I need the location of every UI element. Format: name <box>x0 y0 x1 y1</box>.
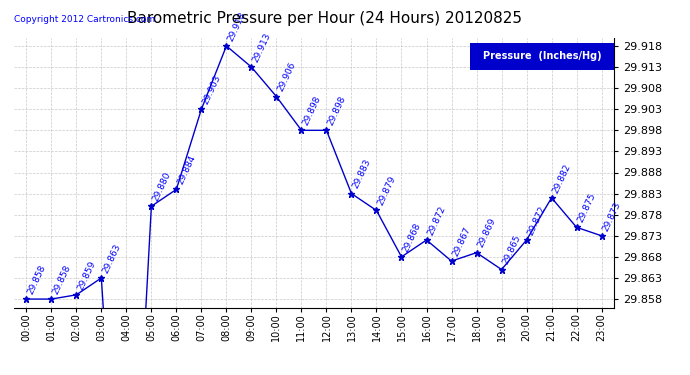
Text: 29.865: 29.865 <box>501 234 522 266</box>
Text: 29.869: 29.869 <box>475 217 497 249</box>
Text: 29.872: 29.872 <box>526 204 547 237</box>
Text: 29.898: 29.898 <box>301 94 322 127</box>
Text: 29.883: 29.883 <box>351 158 372 190</box>
Text: 29.884: 29.884 <box>175 154 197 186</box>
Text: 29.918: 29.918 <box>226 10 247 43</box>
Text: 29.875: 29.875 <box>575 192 598 224</box>
Text: 29.863: 29.863 <box>101 242 122 274</box>
Text: 29.867: 29.867 <box>451 225 472 258</box>
Text: Barometric Pressure per Hour (24 Hours) 20120825: Barometric Pressure per Hour (24 Hours) … <box>127 11 522 26</box>
Text: 29.880: 29.880 <box>150 171 172 203</box>
Text: 29.873: 29.873 <box>601 200 622 232</box>
Text: 29.872: 29.872 <box>426 204 447 237</box>
Text: 29.771: 29.771 <box>0 374 1 375</box>
Text: 29.913: 29.913 <box>250 32 272 64</box>
Text: 29.858: 29.858 <box>26 263 47 296</box>
Text: 29.859: 29.859 <box>75 259 97 291</box>
Text: Copyright 2012 Cartronics.com: Copyright 2012 Cartronics.com <box>14 15 155 24</box>
Text: 29.898: 29.898 <box>326 94 347 127</box>
Text: 29.858: 29.858 <box>50 263 72 296</box>
Text: 29.903: 29.903 <box>201 74 222 106</box>
Text: 29.868: 29.868 <box>401 221 422 254</box>
Text: 29.879: 29.879 <box>375 175 397 207</box>
Text: 29.906: 29.906 <box>275 61 297 93</box>
Text: 29.882: 29.882 <box>551 162 572 195</box>
